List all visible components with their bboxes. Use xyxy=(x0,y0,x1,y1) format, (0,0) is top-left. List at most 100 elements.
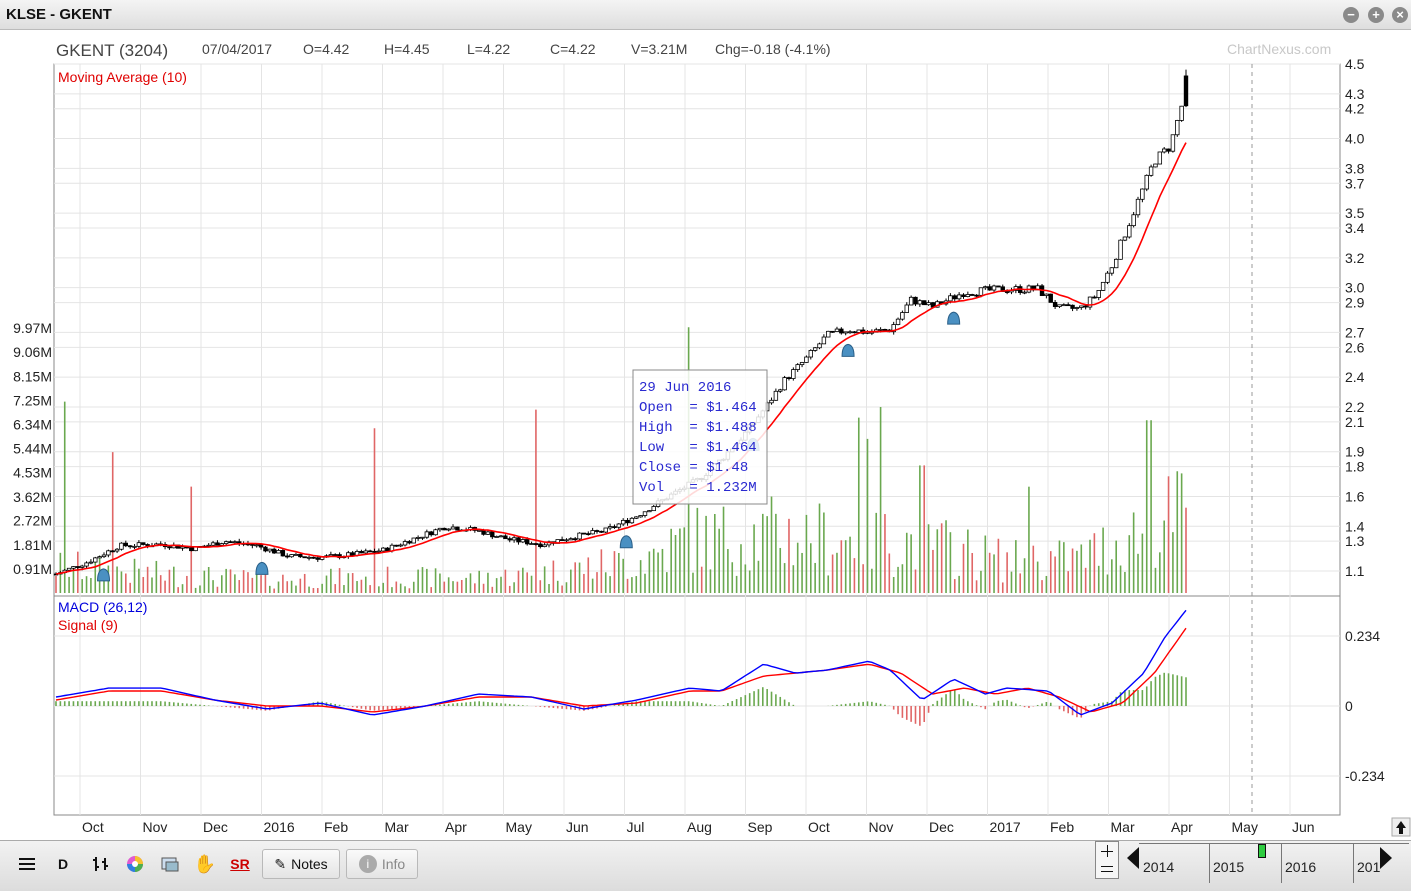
candle-body xyxy=(210,542,216,546)
candle-body xyxy=(258,544,264,548)
month-tick-label: Nov xyxy=(869,819,894,835)
candle-body xyxy=(298,553,303,558)
volume-tick-label: 0.91M xyxy=(13,561,52,577)
axis-labels: 4.5 4.34.2 4.0 3.83.7 3.53.4 3.2 3.02.9 2.72.6 2… xyxy=(13,56,1385,835)
candle-body xyxy=(564,539,569,542)
grid-lines xyxy=(54,63,1340,815)
macd-tick-label: 0 xyxy=(1345,698,1353,714)
volume-tick-label: 9.97M xyxy=(13,320,52,336)
candle-body xyxy=(956,294,962,300)
color-wheel-icon[interactable] xyxy=(122,849,148,879)
price-tick-label: 4.0 xyxy=(1345,131,1365,147)
info-button[interactable]: i Info xyxy=(346,849,418,879)
year-navigator[interactable]: 2014 2015 2016 201 xyxy=(1095,841,1411,892)
candle-body xyxy=(1061,304,1067,307)
candle-body xyxy=(141,542,146,545)
candle-body xyxy=(978,287,984,296)
candle-body xyxy=(394,544,399,547)
candle-body xyxy=(311,556,316,559)
chart-area[interactable]: 4.5 4.3 4.2 4.0 3.8 3.7 3.5 3.4 3.2 3.0 2.9 2.7 2.6 2… xyxy=(0,30,1411,840)
candle-body xyxy=(1057,304,1062,307)
candle-body xyxy=(965,294,971,298)
hand-pan-icon[interactable]: ✋ xyxy=(193,853,217,874)
candle-body xyxy=(498,535,504,538)
support-resistance-button[interactable]: SR xyxy=(230,856,250,872)
scroll-up-icon[interactable] xyxy=(1391,817,1411,837)
candle-body xyxy=(385,547,390,552)
maximize-icon[interactable]: + xyxy=(1368,7,1384,23)
price-tick-label: 4.5 xyxy=(1345,56,1365,72)
candle-body xyxy=(363,550,368,554)
month-tick-label: Apr xyxy=(445,819,467,835)
price-chart-svg[interactable]: 4.5 4.34.2 4.0 3.83.7 3.53.4 3.2 3.02.9 2.72.6 2… xyxy=(0,30,1411,840)
notes-button[interactable]: ✎ Notes xyxy=(262,849,340,879)
candle-body xyxy=(1004,291,1010,293)
candle-body xyxy=(1074,307,1080,309)
nav-left-icon[interactable] xyxy=(1125,845,1141,871)
candle-body xyxy=(407,541,412,544)
year-2016[interactable]: 2016 xyxy=(1285,859,1317,875)
zoom-toggle-icon[interactable] xyxy=(1095,841,1119,879)
candle-body xyxy=(481,529,486,535)
candle-body xyxy=(1109,267,1115,274)
month-tick-label: Mar xyxy=(385,819,409,835)
year-2017[interactable]: 201 xyxy=(1357,859,1381,875)
candle-body xyxy=(84,562,89,567)
candle-body xyxy=(367,550,373,553)
candle-body xyxy=(424,531,430,538)
candle-body xyxy=(119,542,124,550)
candle-body xyxy=(812,347,818,351)
candle-body xyxy=(524,539,530,545)
year-2015[interactable]: 2015 xyxy=(1213,859,1245,875)
candle-body xyxy=(1048,293,1053,303)
month-tick-label: 2017 xyxy=(990,819,1021,835)
bell-alert-icon xyxy=(97,568,111,582)
candle-body xyxy=(839,328,844,334)
close-icon[interactable]: × xyxy=(1392,7,1408,23)
range-handle[interactable] xyxy=(1258,844,1266,858)
candle-body xyxy=(446,528,451,531)
candle-body xyxy=(1144,174,1149,190)
candle-body xyxy=(494,536,499,538)
minimize-icon[interactable]: − xyxy=(1343,7,1359,23)
month-tick-label: Feb xyxy=(1050,819,1074,835)
moving-average xyxy=(55,142,1187,575)
candle-body xyxy=(228,541,233,544)
signal-line xyxy=(55,627,1187,713)
candle-body xyxy=(93,557,98,563)
date-label: 07/04/2017 xyxy=(202,41,272,57)
candle-body xyxy=(1096,290,1101,298)
volume-tick-label: 2.72M xyxy=(13,513,52,529)
candle-body xyxy=(485,531,491,535)
list-icon[interactable] xyxy=(14,849,40,879)
year-2014[interactable]: 2014 xyxy=(1143,859,1175,875)
period-daily-button[interactable]: D xyxy=(57,856,69,872)
candle-body xyxy=(271,548,277,554)
candle-body xyxy=(106,550,111,556)
price-tick-label: 2.1 xyxy=(1345,414,1365,430)
candle-body xyxy=(612,526,617,528)
candle-body xyxy=(983,286,988,289)
image-export-icon[interactable] xyxy=(157,849,183,879)
tooltip-date: 29 Jun 2016 xyxy=(639,380,731,396)
price-tick-label: 1.1 xyxy=(1345,563,1365,579)
candle-body xyxy=(507,538,512,541)
candle-body xyxy=(189,547,194,552)
candle-body xyxy=(127,545,133,548)
bell-alert-icon xyxy=(947,311,961,325)
candle-body xyxy=(594,530,600,532)
price-tick-label: 1.9 xyxy=(1345,444,1365,460)
candle-body xyxy=(599,530,604,533)
ohlc-bar-icon[interactable] xyxy=(88,849,114,879)
price-tick-label: 1.4 xyxy=(1345,518,1365,534)
candle-body xyxy=(437,527,443,531)
nav-right-icon[interactable] xyxy=(1378,845,1394,871)
candle-body xyxy=(516,537,521,543)
candle-body xyxy=(333,554,338,556)
candle-body xyxy=(533,543,539,545)
candle-body xyxy=(232,541,238,544)
month-tick-label: Nov xyxy=(143,819,168,835)
candle-body xyxy=(913,296,918,305)
candle-body xyxy=(1179,105,1184,121)
candle-body xyxy=(1140,188,1145,200)
